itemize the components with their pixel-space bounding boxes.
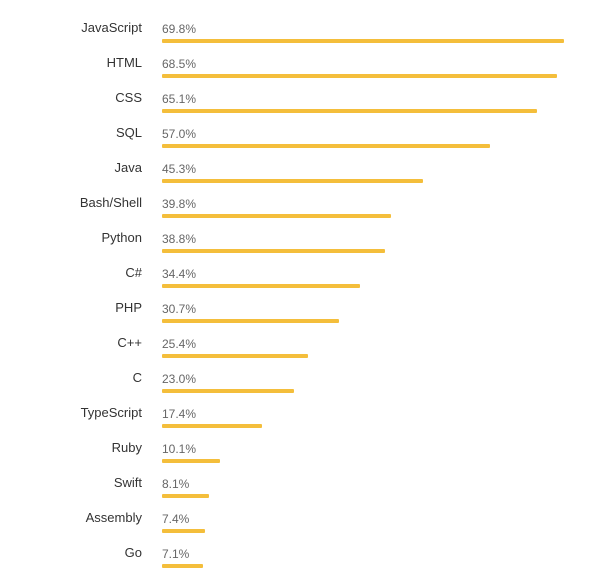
value-label: 8.1% [162,477,190,491]
bar [162,179,423,183]
category-label: SQL [115,125,142,140]
bar-row: CSS 65.1% [0,82,599,117]
bar [162,284,360,288]
bar [162,109,537,113]
category-label: Go [124,545,142,560]
bar [162,354,308,358]
value-label: 30.7% [162,302,197,316]
category-label: Python [101,230,142,245]
bar [162,424,262,428]
bar-row: JavaScript 69.8% [0,12,599,47]
bar-row: Assembly 7.4% [0,502,599,537]
bar-row: TypeScript 17.4% [0,397,599,432]
bar [162,459,220,463]
bar-row: HTML 68.5% [0,47,599,82]
value-label: 7.4% [162,512,190,526]
value-label: 38.8% [162,232,197,246]
category-label: CSS [115,90,142,105]
category-label: JavaScript [81,20,142,35]
value-label: 23.0% [162,372,197,386]
value-label: 39.8% [162,197,197,211]
bar-row: PHP 30.7% [0,292,599,327]
category-label: Swift [113,475,142,490]
bar-row: Bash/Shell 39.8% [0,187,599,222]
bar-row: Ruby 10.1% [0,432,599,467]
bar [162,144,490,148]
bar [162,529,205,533]
value-label: 45.3% [162,162,197,176]
bar [162,249,385,253]
category-label: Bash/Shell [79,195,142,210]
bar-row: Go 7.1% [0,537,599,572]
category-label: Ruby [111,440,142,455]
category-label: C# [125,265,142,280]
value-label: 25.4% [162,337,197,351]
bar [162,214,391,218]
category-label: PHP [115,300,142,315]
bar-row: C 23.0% [0,362,599,397]
value-label: 34.4% [162,267,197,281]
value-label: 17.4% [162,407,197,421]
bar-row: Java 45.3% [0,152,599,187]
value-label: 57.0% [162,127,197,141]
bar [162,39,564,43]
value-label: 10.1% [162,442,197,456]
bar [162,319,339,323]
bar [162,494,209,498]
bar-row: SQL 57.0% [0,117,599,152]
value-label: 65.1% [162,92,197,106]
category-label: TypeScript [80,405,142,420]
bar [162,74,557,78]
value-label: 7.1% [162,547,190,561]
category-label: C [132,370,142,385]
bar-row: Swift 8.1% [0,467,599,502]
bar-row: C# 34.4% [0,257,599,292]
category-label: Assembly [85,510,142,525]
value-label: 69.8% [162,22,197,36]
bar-row: C++ 25.4% [0,327,599,362]
bar [162,564,203,568]
category-label: HTML [106,55,142,70]
value-label: 68.5% [162,57,197,71]
category-label: Java [114,160,142,175]
bar [162,389,294,393]
bar-row: Python 38.8% [0,222,599,257]
category-label: C++ [117,335,142,350]
